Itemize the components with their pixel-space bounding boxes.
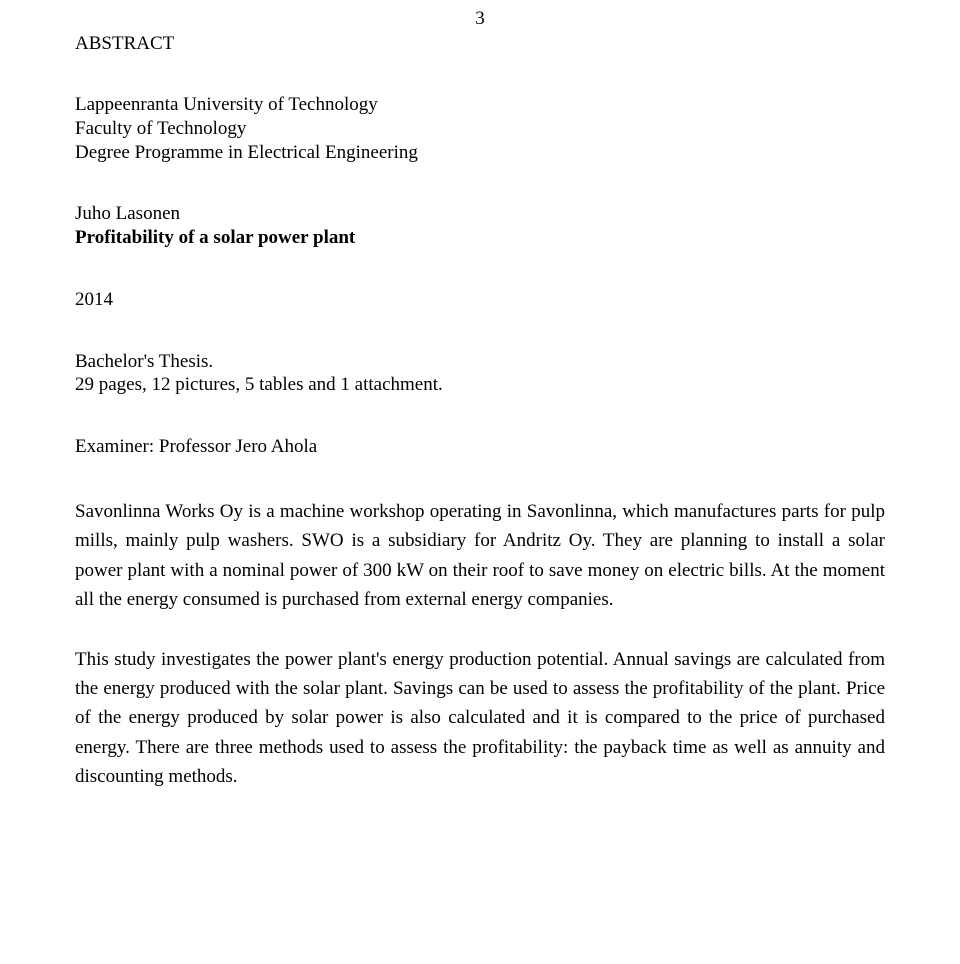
- year-line: 2014: [75, 288, 885, 312]
- programme-line: Degree Programme in Electrical Engineeri…: [75, 141, 885, 165]
- university-line: Lappeenranta University of Technology: [75, 93, 885, 117]
- abstract-paragraph-1: Savonlinna Works Oy is a machine worksho…: [75, 497, 885, 615]
- thesis-type-line: Bachelor's Thesis.: [75, 350, 885, 374]
- page: 3 ABSTRACT Lappeenranta University of Te…: [0, 0, 960, 964]
- examiner-line: Examiner: Professor Jero Ahola: [75, 435, 885, 459]
- extent-line: 29 pages, 12 pictures, 5 tables and 1 at…: [75, 373, 885, 397]
- thesis-meta-block: Bachelor's Thesis. 29 pages, 12 pictures…: [75, 350, 885, 398]
- author-title-block: Juho Lasonen Profitability of a solar po…: [75, 202, 885, 250]
- examiner-block: Examiner: Professor Jero Ahola: [75, 435, 885, 459]
- affiliation-block: Lappeenranta University of Technology Fa…: [75, 93, 885, 164]
- abstract-heading: ABSTRACT: [75, 33, 885, 55]
- page-number: 3: [0, 8, 960, 30]
- thesis-title: Profitability of a solar power plant: [75, 226, 885, 250]
- faculty-line: Faculty of Technology: [75, 117, 885, 141]
- year-block: 2014: [75, 288, 885, 312]
- author-line: Juho Lasonen: [75, 202, 885, 226]
- abstract-paragraph-2: This study investigates the power plant'…: [75, 645, 885, 792]
